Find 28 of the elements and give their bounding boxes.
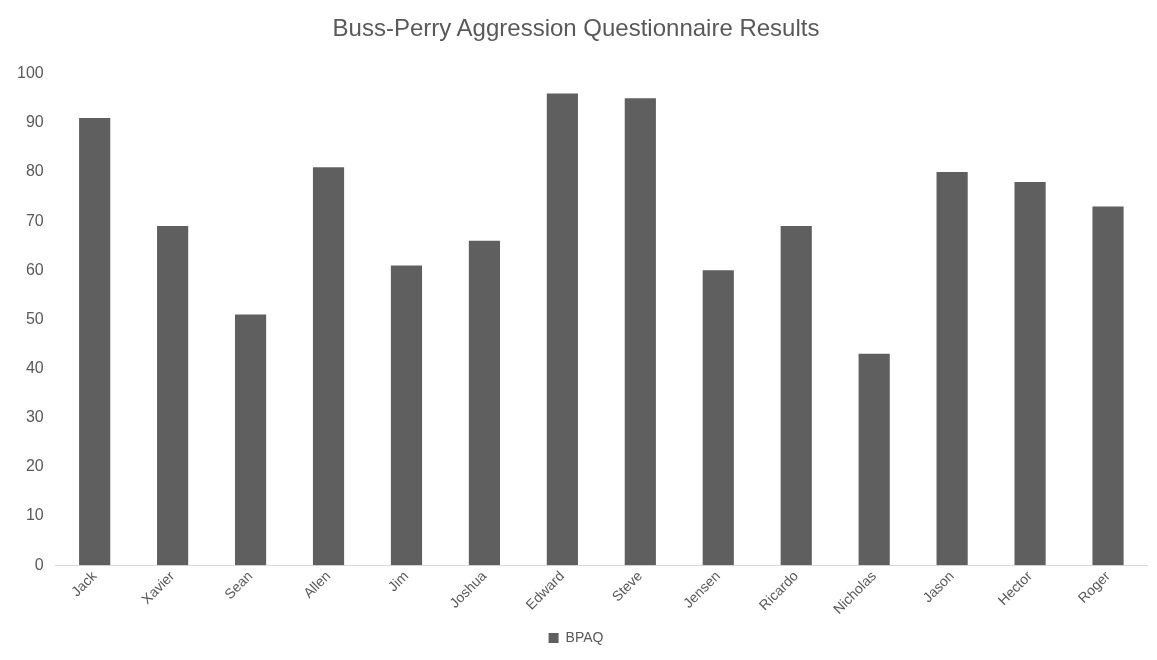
bar [312, 167, 345, 566]
bar [624, 98, 656, 566]
y-tick-label: 100 [16, 64, 44, 82]
y-tick-label: 0 [34, 555, 44, 573]
bar [702, 270, 734, 566]
bar [1092, 206, 1124, 566]
bar [468, 240, 501, 566]
bar [780, 226, 812, 566]
y-tick-label: 60 [25, 260, 44, 278]
bar [1014, 181, 1046, 566]
bar [234, 314, 267, 566]
y-tick-label: 10 [25, 506, 44, 524]
bar [936, 172, 968, 566]
bar [858, 353, 890, 566]
y-tick-label: 50 [25, 309, 44, 327]
chart-title: Buss-Perry Aggression Questionnaire Results [332, 14, 820, 42]
y-tick-label: 70 [25, 211, 44, 229]
bar [390, 265, 423, 566]
legend-label: BPAQ [565, 628, 604, 645]
x-tick-label: Jim [384, 567, 412, 595]
y-tick-label: 20 [25, 457, 44, 475]
bar [157, 226, 189, 566]
y-tick-label: 90 [25, 113, 44, 131]
bar [546, 93, 578, 566]
y-tick-label: 40 [25, 359, 44, 377]
bar [79, 118, 111, 566]
y-tick-label: 80 [25, 162, 44, 180]
y-tick-label: 30 [25, 408, 44, 426]
